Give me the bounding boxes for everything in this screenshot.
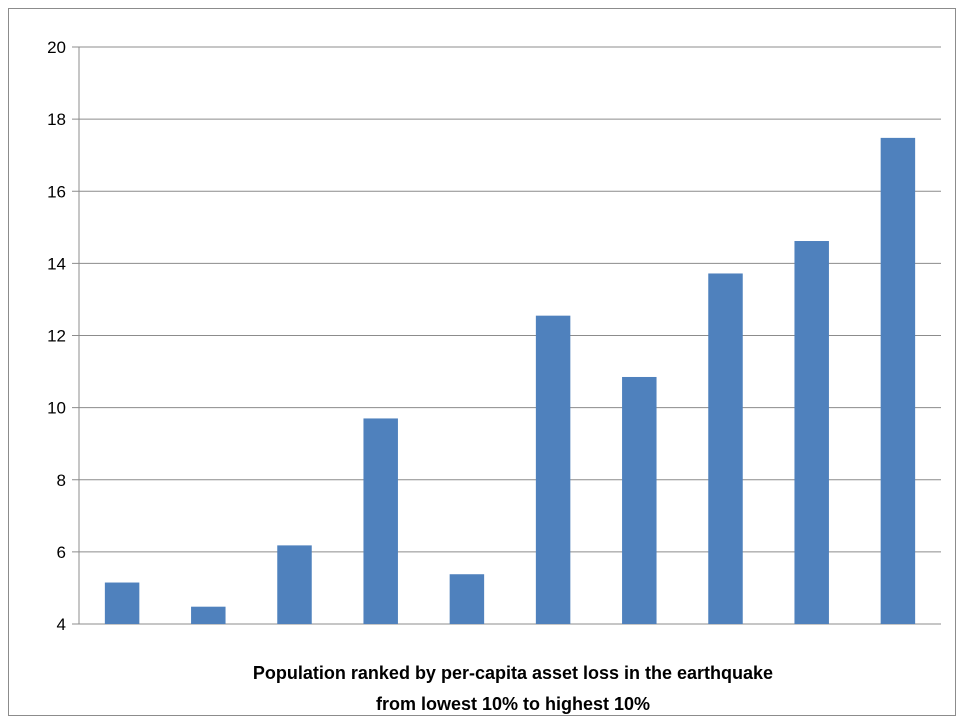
y-tick-label: 4 [57, 615, 66, 634]
bar-3 [277, 545, 312, 624]
bar-5 [449, 574, 485, 624]
y-tick-label: 8 [57, 471, 66, 490]
y-tick-label: 20 [47, 38, 66, 57]
y-tick-label: 18 [47, 110, 66, 129]
y-tick-label: 6 [57, 543, 66, 562]
x-axis-label-line-1: Population ranked by per-capita asset lo… [253, 663, 773, 683]
y-tick-label: 16 [47, 182, 66, 201]
bar-1 [104, 582, 140, 624]
bar-6 [535, 315, 571, 624]
bar-4 [363, 418, 398, 624]
y-axis-ticks: 4 6 8 10 12 14 16 18 20 [47, 38, 66, 634]
x-axis-label-line-2: from lowest 10% to highest 10% [376, 694, 650, 714]
bar-8 [708, 273, 743, 624]
bar-2 [191, 606, 226, 624]
y-tick-label: 10 [47, 399, 66, 418]
bar-7 [622, 376, 657, 624]
y-tick-label: 14 [47, 254, 66, 273]
bars [104, 137, 916, 625]
bar-9 [794, 241, 829, 625]
bar-10 [880, 137, 916, 624]
y-tick-label: 12 [47, 327, 66, 346]
